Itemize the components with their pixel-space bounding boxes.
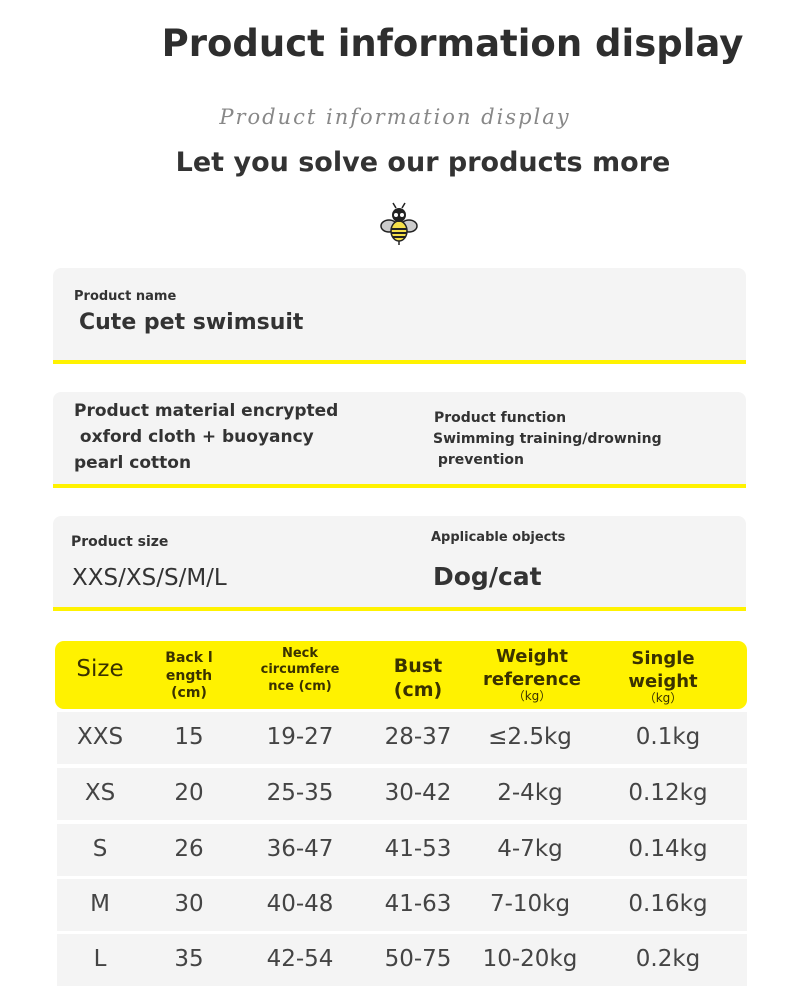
product-name-card: Product name Cute pet swimsuit bbox=[53, 268, 746, 364]
table-row: L 35 42-54 50-75 10-20kg 0.2kg bbox=[57, 934, 747, 986]
function-value: Swimming training/drowning prevention bbox=[433, 431, 662, 468]
function-label: Product function bbox=[434, 410, 567, 426]
table-cell: XS bbox=[84, 780, 116, 806]
table-row: M 30 40-48 41-63 7-10kg 0.16kg bbox=[57, 879, 747, 931]
table-cell: 40-48 bbox=[266, 891, 334, 917]
bee-icon bbox=[380, 202, 418, 245]
product-name-label: Product name bbox=[74, 289, 177, 304]
column-header-unit: （kg） bbox=[512, 689, 552, 703]
table-cell: 10-20kg bbox=[482, 946, 578, 972]
table-cell: M bbox=[90, 891, 110, 917]
column-header: Bust (cm) bbox=[348, 655, 488, 703]
page-title: Product information display bbox=[161, 22, 744, 65]
column-header-label: Back l ength (cm) bbox=[165, 650, 213, 701]
table-cell: 42-54 bbox=[266, 946, 334, 972]
table-cell: 50-75 bbox=[384, 946, 452, 972]
product-size-value: XXS/XS/S/M/L bbox=[72, 565, 227, 591]
table-cell: S bbox=[92, 836, 108, 862]
table-cell: 20 bbox=[174, 780, 204, 806]
table-cell: ≤2.5kg bbox=[488, 724, 572, 750]
column-header-label: Neck circumfere nce (cm) bbox=[260, 646, 340, 694]
table-cell: 26 bbox=[174, 836, 204, 862]
subtitle: Let you solve our products more bbox=[175, 147, 671, 178]
table-cell: 0.2kg bbox=[635, 946, 701, 972]
table-cell: 41-53 bbox=[384, 836, 452, 862]
column-header: Back l ength (cm) bbox=[119, 650, 259, 703]
size-objects-card: Product size XXS/XS/S/M/L Applicable obj… bbox=[53, 516, 746, 611]
table-cell: 0.12kg bbox=[628, 780, 708, 806]
table-header: Size Back l ength (cm) Neck circumfere nce… bbox=[55, 641, 747, 709]
script-title: Product information display bbox=[219, 105, 571, 129]
table-cell: L bbox=[93, 946, 107, 972]
table-cell: 7-10kg bbox=[489, 891, 571, 917]
table-cell: 4-7kg bbox=[497, 836, 563, 862]
table-cell: 0.16kg bbox=[628, 891, 708, 917]
column-header-label: Single weight bbox=[628, 648, 698, 692]
table-cell: 0.14kg bbox=[628, 836, 708, 862]
table-cell: 15 bbox=[174, 724, 204, 750]
table-row: XS 20 25-35 30-42 2-4kg 0.12kg bbox=[57, 768, 747, 820]
table-row: S 26 36-47 41-53 4-7kg 0.14kg bbox=[57, 824, 747, 876]
column-header-label: Bust (cm) bbox=[393, 655, 443, 701]
material-value: Product material encrypted oxford cloth … bbox=[74, 401, 339, 473]
column-header-label: Weight reference bbox=[483, 646, 581, 690]
column-header: Single weight （kg） bbox=[593, 648, 733, 705]
material-function-card: Product material encrypted oxford cloth … bbox=[53, 392, 746, 488]
product-size-label: Product size bbox=[71, 534, 169, 550]
objects-label: Applicable objects bbox=[431, 530, 566, 545]
column-header: Weight reference （kg） bbox=[462, 646, 602, 703]
table-cell: 0.1kg bbox=[635, 724, 701, 750]
objects-value: Dog/cat bbox=[433, 562, 542, 591]
table-cell: 28-37 bbox=[384, 724, 452, 750]
column-header-unit: （kg） bbox=[643, 691, 683, 705]
table-cell: 41-63 bbox=[384, 891, 452, 917]
table-cell: 2-4kg bbox=[497, 780, 563, 806]
table-cell: 30 bbox=[174, 891, 204, 917]
column-header-label: Size bbox=[76, 656, 124, 682]
table-cell: 25-35 bbox=[266, 780, 334, 806]
column-header: Neck circumfere nce (cm) bbox=[230, 646, 370, 695]
table-cell: XXS bbox=[76, 724, 124, 750]
table-row: XXS 15 19-27 28-37 ≤2.5kg 0.1kg bbox=[57, 712, 747, 764]
table-cell: 30-42 bbox=[384, 780, 452, 806]
table-cell: 35 bbox=[174, 946, 204, 972]
column-header: Size bbox=[30, 655, 170, 684]
table-cell: 19-27 bbox=[266, 724, 334, 750]
table-cell: 36-47 bbox=[266, 836, 334, 862]
product-name-value: Cute pet swimsuit bbox=[79, 310, 304, 335]
